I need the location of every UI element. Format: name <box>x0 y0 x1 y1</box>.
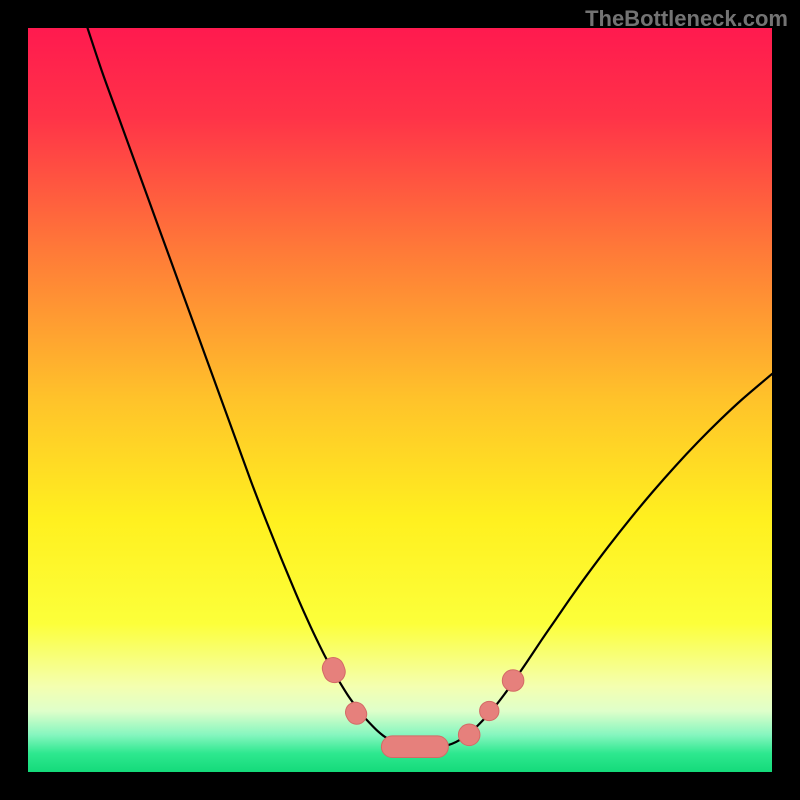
sweet-spot-marker <box>502 670 524 692</box>
plot-area <box>28 28 772 772</box>
bottleneck-curve-chart <box>28 28 772 772</box>
sweet-spot-marker <box>458 724 480 746</box>
gradient-background <box>28 28 772 772</box>
sweet-spot-marker <box>381 736 448 758</box>
watermark-text: TheBottleneck.com <box>585 6 788 32</box>
